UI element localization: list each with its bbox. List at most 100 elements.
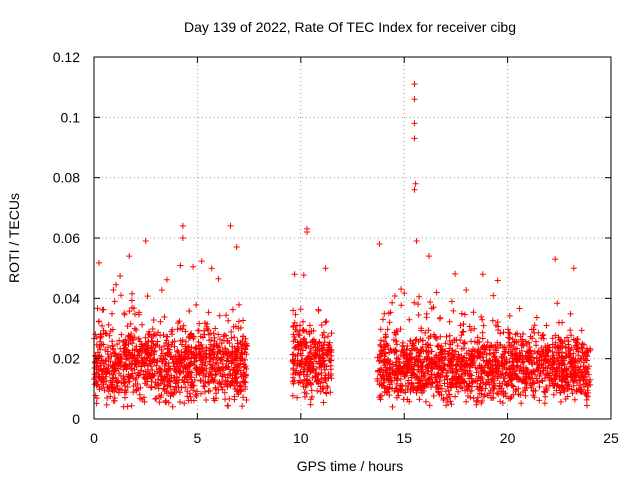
data-point	[207, 361, 214, 368]
data-point	[584, 353, 591, 360]
data-point	[378, 348, 385, 355]
data-point	[186, 308, 193, 314]
data-point	[314, 378, 320, 385]
data-point	[171, 389, 178, 396]
data-point	[210, 346, 217, 353]
data-point	[148, 350, 155, 357]
data-point	[214, 359, 220, 366]
data-point	[217, 336, 223, 343]
data-point	[208, 366, 215, 373]
data-point	[161, 374, 168, 380]
data-point	[587, 347, 594, 354]
data-point	[423, 380, 430, 387]
data-point	[239, 338, 246, 344]
data-point	[380, 316, 386, 323]
data-point	[185, 349, 192, 356]
data-point	[517, 352, 524, 359]
data-point	[376, 353, 383, 360]
data-point	[224, 383, 231, 390]
data-point	[478, 365, 485, 372]
data-point	[175, 320, 181, 326]
data-points	[91, 81, 594, 410]
data-point	[318, 345, 325, 352]
data-point	[497, 372, 504, 379]
data-point	[429, 365, 435, 372]
data-point	[508, 377, 515, 383]
data-point	[309, 374, 316, 381]
data-point	[300, 272, 307, 279]
data-point	[311, 341, 318, 348]
data-point	[141, 398, 148, 405]
data-point	[506, 312, 513, 319]
data-point	[442, 347, 448, 354]
data-point	[293, 367, 300, 374]
data-point	[439, 357, 446, 364]
data-point	[458, 332, 465, 339]
data-point	[461, 345, 467, 352]
data-point	[559, 360, 566, 367]
data-point	[464, 383, 471, 390]
y-tick-label: 0	[72, 411, 80, 427]
data-point	[310, 338, 316, 345]
data-point	[556, 353, 563, 360]
data-point	[584, 387, 591, 394]
data-point	[196, 370, 203, 377]
data-point	[478, 374, 485, 381]
data-point	[500, 375, 507, 381]
data-point	[94, 395, 100, 402]
data-point	[233, 244, 240, 250]
data-point	[216, 312, 223, 319]
data-point	[492, 371, 499, 378]
data-point	[409, 372, 416, 379]
data-point	[203, 344, 210, 351]
data-point	[197, 377, 204, 384]
data-point	[552, 332, 559, 339]
axis-ticks: 0 5 10 15 20 25 0 0.02 0.04 0.06 0.08 0.1 0.12	[53, 49, 619, 446]
data-point	[117, 386, 123, 393]
data-point	[232, 378, 239, 385]
data-point	[415, 312, 422, 318]
data-point	[126, 349, 133, 356]
data-point	[134, 381, 141, 387]
data-point	[125, 378, 132, 385]
data-point	[192, 391, 199, 398]
data-point	[463, 398, 470, 405]
data-point	[416, 353, 423, 360]
data-point	[291, 334, 298, 340]
data-point	[116, 360, 123, 367]
data-point	[169, 403, 176, 410]
data-point	[103, 378, 110, 384]
data-point	[157, 368, 164, 375]
data-point	[156, 399, 163, 406]
data-point	[300, 361, 307, 368]
data-point	[155, 376, 161, 383]
data-point	[122, 344, 129, 351]
data-point	[105, 354, 112, 361]
data-point	[294, 394, 301, 401]
x-tick-label: 5	[194, 430, 202, 446]
data-point	[142, 238, 149, 244]
data-point	[237, 387, 244, 394]
data-point	[452, 348, 459, 355]
data-point	[157, 365, 164, 372]
data-point	[469, 379, 476, 386]
data-point	[170, 360, 177, 366]
data-point	[323, 351, 330, 358]
data-point	[410, 342, 417, 349]
data-point	[292, 311, 299, 318]
data-point	[103, 330, 110, 337]
data-point	[382, 350, 389, 357]
data-point	[433, 360, 440, 367]
data-point	[466, 323, 473, 330]
data-point	[411, 346, 418, 353]
data-point	[530, 379, 537, 386]
data-point	[446, 332, 453, 339]
data-point	[225, 353, 231, 359]
data-point	[443, 373, 449, 380]
data-point	[322, 372, 329, 379]
data-point	[578, 373, 585, 380]
data-point	[522, 373, 529, 380]
data-point	[94, 305, 101, 312]
data-point	[178, 341, 185, 348]
data-point	[552, 344, 559, 351]
